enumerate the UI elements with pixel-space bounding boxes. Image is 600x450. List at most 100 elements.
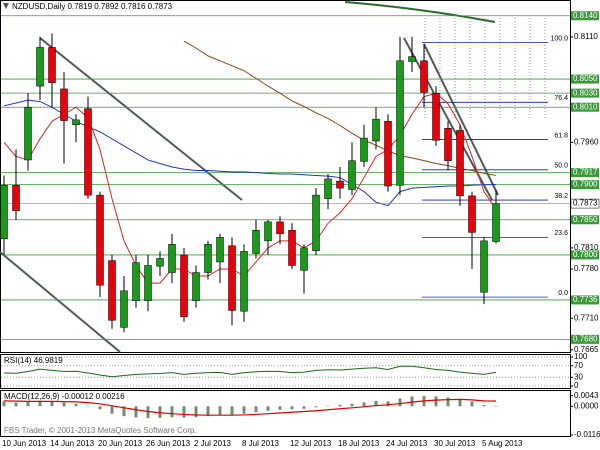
level-label: 0.8050 [573, 74, 598, 83]
macd-bar [446, 397, 450, 407]
candle-body [456, 130, 464, 197]
y-tick-label: 0.0043 [574, 391, 599, 400]
macd-bar [38, 400, 42, 407]
macd-bar [362, 402, 366, 407]
level-label: 0.7850 [573, 215, 598, 224]
x-tick-label: 24 Jul 2013 [386, 439, 428, 448]
macd-bar [494, 406, 498, 407]
macd-panel [0, 390, 571, 437]
macd-bar [74, 403, 78, 407]
macd-bar [374, 400, 378, 407]
candle-body [228, 245, 236, 311]
y-tick-label: 0 [574, 381, 579, 390]
candle-body [324, 178, 332, 199]
level-label: 0.7800 [573, 250, 598, 259]
symbol-icon [3, 3, 9, 9]
candle-body [264, 221, 272, 242]
level-label: 0.8140 [573, 11, 598, 20]
macd-bar [314, 406, 318, 408]
signal-line [3, 398, 497, 416]
macd-bar [98, 406, 102, 410]
macd-bar [242, 406, 246, 414]
rsi-panel [0, 354, 571, 389]
candle-body [468, 195, 476, 233]
trend-curve [344, 1, 496, 23]
level-label: 0.7736 [573, 295, 598, 304]
candle-body [300, 247, 308, 271]
candle-body [444, 128, 452, 161]
candle-body [312, 194, 320, 251]
y-tick-label: 30 [574, 372, 583, 381]
candle-body [132, 262, 140, 301]
level-label: 0.7917 [573, 168, 598, 177]
candle-body [84, 108, 92, 196]
macd-bar [290, 406, 294, 410]
trend-line [0, 251, 121, 353]
macd-bar [278, 406, 282, 410]
candle-body [480, 240, 488, 293]
macd-bar [230, 406, 234, 416]
fib-label: 100.0 [550, 35, 568, 42]
level-label-box [571, 168, 599, 178]
candle-body [396, 60, 404, 186]
macd-bar [110, 406, 114, 414]
candle-body [12, 185, 20, 211]
candle-body [492, 203, 500, 242]
candle-body [192, 272, 200, 301]
candle-body [60, 88, 68, 121]
x-tick-label: 12 Jul 2013 [290, 439, 332, 448]
fib-label: 50.0 [554, 163, 568, 170]
chart-title: NZDUSD,Daily 0.7819 0.7892 0.7816 0.7873 [12, 2, 173, 11]
candle-body [108, 260, 116, 321]
macd-bar [50, 401, 54, 407]
candle-body [144, 265, 152, 301]
candle-body [360, 137, 368, 162]
y-tick-label: 0.7960 [574, 137, 599, 146]
candle-body [180, 254, 188, 318]
macd-bar [254, 406, 258, 413]
y-tick-label: 100 [574, 352, 588, 361]
macd-bar [182, 406, 186, 418]
macd-bar [2, 401, 6, 407]
fib-label: 61.8 [554, 132, 568, 139]
x-tick-label: 2 Jul 2013 [194, 439, 231, 448]
macd-bar [194, 406, 198, 418]
level-label-box [571, 215, 599, 225]
candle-body [288, 230, 296, 266]
fib-label: 38.2 [554, 193, 568, 200]
x-tick-label: 8 Jul 2013 [242, 439, 279, 448]
y-tick-label: 0.7710 [574, 313, 599, 322]
macd-title: MACD(12,26,9) -0.00012 0.00216 [4, 392, 125, 401]
macd-bar [470, 401, 474, 407]
candle-body [372, 118, 380, 142]
macd-bar [62, 402, 66, 407]
macd-bar [398, 398, 402, 407]
x-tick-label: 30 Jul 2013 [434, 439, 476, 448]
y-tick-label: 0.7810 [574, 243, 599, 252]
candle-body [168, 244, 176, 273]
y-tick-label: -0.01163 [574, 430, 600, 439]
macd-bar [134, 406, 138, 418]
fib-label: 0.0 [558, 290, 568, 297]
level-label: 0.8010 [573, 102, 598, 111]
macd-bar [434, 396, 438, 407]
candle-body [408, 56, 416, 62]
candle-body [24, 106, 32, 161]
y-tick-label: 70 [574, 361, 583, 370]
macd-bar [410, 396, 414, 407]
macd-bar [14, 402, 18, 407]
rsi-title: RSI(14) 46.9819 [4, 356, 63, 365]
current-price-box [570, 198, 600, 209]
macd-bar [158, 406, 162, 418]
level-label: 0.8030 [573, 88, 598, 97]
candle-body [432, 92, 440, 141]
macd-bar [302, 406, 306, 409]
macd-bar [482, 405, 486, 407]
x-tick-label: 26 Jun 2013 [146, 439, 191, 448]
level-label: 0.7680 [573, 334, 598, 343]
fib-label: 76.4 [554, 95, 568, 102]
macd-bar [458, 398, 462, 407]
level-label-box [571, 250, 599, 260]
